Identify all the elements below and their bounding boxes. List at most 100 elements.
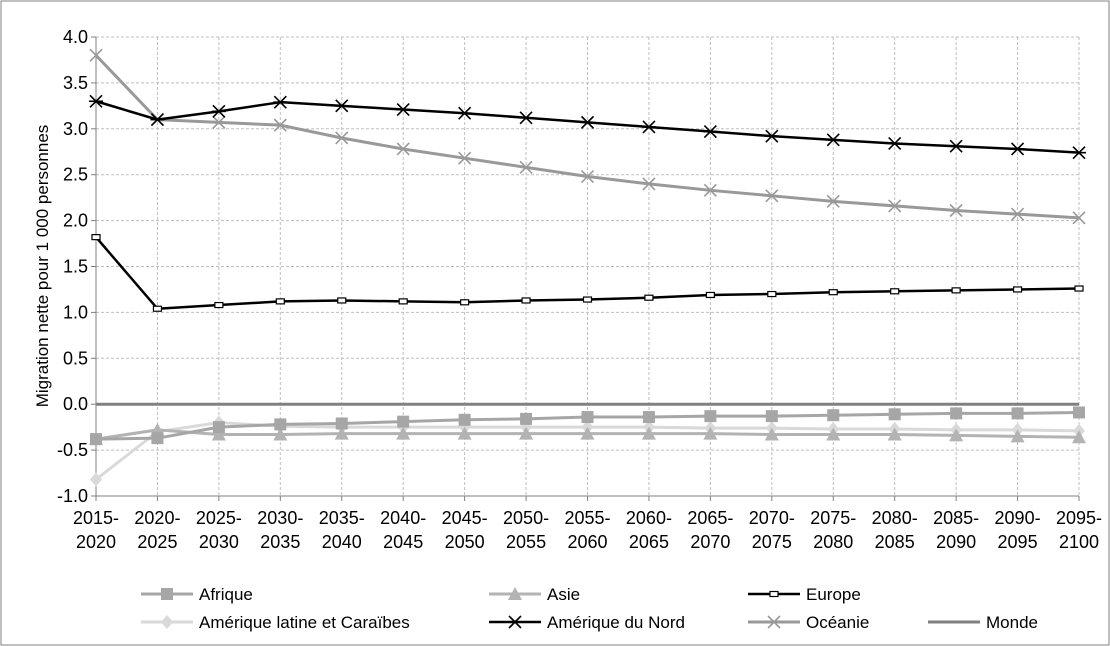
data-point bbox=[458, 413, 471, 426]
x-tick-label: 2075- bbox=[810, 508, 856, 528]
data-point bbox=[214, 301, 224, 309]
y-tick-label: 0.5 bbox=[63, 348, 88, 368]
marker-square bbox=[161, 588, 173, 600]
marker-square bbox=[704, 410, 717, 423]
marker-square bbox=[90, 433, 102, 446]
marker-triangle bbox=[949, 428, 964, 442]
data-point bbox=[275, 298, 285, 305]
legend-item-europe: Europe bbox=[748, 585, 861, 604]
data-point bbox=[211, 104, 226, 118]
series-europe bbox=[91, 234, 1084, 312]
marker-dash bbox=[705, 291, 715, 299]
legend-item-afrique: Afrique bbox=[141, 585, 253, 604]
data-point bbox=[827, 409, 840, 422]
data-point bbox=[887, 427, 902, 441]
y-tick-label: 1.5 bbox=[63, 257, 88, 277]
x-tick-label: 2025- bbox=[196, 508, 242, 528]
marker-triangle bbox=[641, 426, 656, 440]
x-tick-label: 2070- bbox=[749, 508, 795, 528]
data-point bbox=[334, 426, 349, 440]
data-point bbox=[1072, 211, 1086, 225]
data-point bbox=[1010, 207, 1025, 221]
axes: 4.0 3.5 3.0 2.5 2.0 1.5 1.0 0.5 0.0 -0.5 -1.02015-… bbox=[57, 27, 1102, 552]
data-point bbox=[828, 289, 838, 296]
data-point bbox=[703, 426, 718, 440]
data-point bbox=[519, 111, 534, 125]
marker-dash bbox=[91, 234, 101, 241]
marker-x-stroke bbox=[642, 177, 656, 191]
x-tick-label: 2035 bbox=[260, 532, 300, 552]
marker-square bbox=[212, 421, 225, 434]
data-point bbox=[580, 115, 595, 129]
marker-square bbox=[1011, 407, 1024, 420]
x-tick-label: 2040 bbox=[322, 532, 362, 552]
x-tick-label: 2095 bbox=[998, 532, 1038, 552]
marker-square bbox=[397, 415, 410, 428]
data-point bbox=[273, 118, 287, 132]
data-point bbox=[150, 113, 165, 127]
marker-dash bbox=[644, 294, 654, 301]
data-point bbox=[765, 189, 779, 203]
marker-x-stroke bbox=[335, 131, 349, 145]
x-tick-label: 2055- bbox=[564, 508, 610, 528]
marker-triangle bbox=[826, 427, 841, 441]
x-tick-label: 2045 bbox=[383, 532, 423, 552]
marker-dash bbox=[337, 297, 347, 304]
data-point bbox=[703, 183, 717, 197]
legend-item-amerique-latine-et-caraibes: Amérique latine et Caraïbes bbox=[141, 613, 410, 632]
data-point bbox=[457, 426, 472, 440]
data-point bbox=[334, 99, 349, 113]
x-tick-label: 2015- bbox=[73, 508, 119, 528]
legend-swatch-marker bbox=[508, 587, 522, 600]
data-point bbox=[767, 290, 777, 298]
marker-x-stroke bbox=[212, 115, 226, 129]
x-tick-label: 2085- bbox=[933, 508, 979, 528]
data-point bbox=[274, 418, 287, 431]
marker-dash bbox=[828, 289, 838, 296]
data-point bbox=[1010, 142, 1025, 156]
data-point bbox=[457, 106, 472, 120]
marker-x-stroke bbox=[1072, 211, 1086, 225]
marker-dash bbox=[521, 297, 531, 304]
data-point bbox=[1072, 146, 1086, 160]
series-afrique bbox=[90, 406, 1085, 446]
data-point bbox=[887, 136, 902, 151]
data-point bbox=[89, 94, 103, 108]
marker-square bbox=[581, 411, 594, 424]
data-point bbox=[641, 120, 656, 134]
x-tick-label: 2080- bbox=[872, 508, 918, 528]
data-point bbox=[765, 410, 778, 423]
marker-x-stroke bbox=[580, 169, 595, 184]
marker-dash bbox=[214, 301, 224, 309]
marker-triangle bbox=[334, 426, 349, 440]
marker-dash bbox=[890, 288, 900, 295]
data-point bbox=[826, 427, 841, 441]
data-point bbox=[580, 426, 595, 440]
legend-label: Asie bbox=[547, 585, 580, 604]
marker-square bbox=[458, 413, 471, 426]
marker-dash bbox=[152, 305, 163, 312]
x-tick-label: 2035- bbox=[319, 508, 365, 528]
marker-square bbox=[888, 408, 901, 421]
y-tick-label: 4.0 bbox=[63, 27, 88, 47]
marker-x-stroke bbox=[949, 203, 963, 218]
marker-triangle bbox=[764, 427, 779, 441]
x-tick-label: 2100 bbox=[1059, 532, 1099, 552]
legend-swatch-marker bbox=[508, 615, 522, 629]
x-tick-label: 2075 bbox=[752, 532, 792, 552]
data-point bbox=[335, 417, 348, 430]
marker-triangle bbox=[1010, 429, 1025, 443]
marker-triangle bbox=[508, 587, 522, 600]
data-point bbox=[211, 427, 226, 441]
data-point bbox=[764, 129, 779, 143]
data-point bbox=[90, 433, 102, 446]
data-point bbox=[582, 296, 593, 303]
marker-square bbox=[151, 432, 164, 445]
data-point bbox=[888, 408, 901, 421]
marker-dash bbox=[767, 290, 777, 298]
x-tick-label: 2060 bbox=[567, 532, 607, 552]
marker-dash bbox=[460, 299, 470, 306]
marker-x-stroke bbox=[888, 199, 902, 213]
x-tick-label: 2030 bbox=[199, 532, 239, 552]
